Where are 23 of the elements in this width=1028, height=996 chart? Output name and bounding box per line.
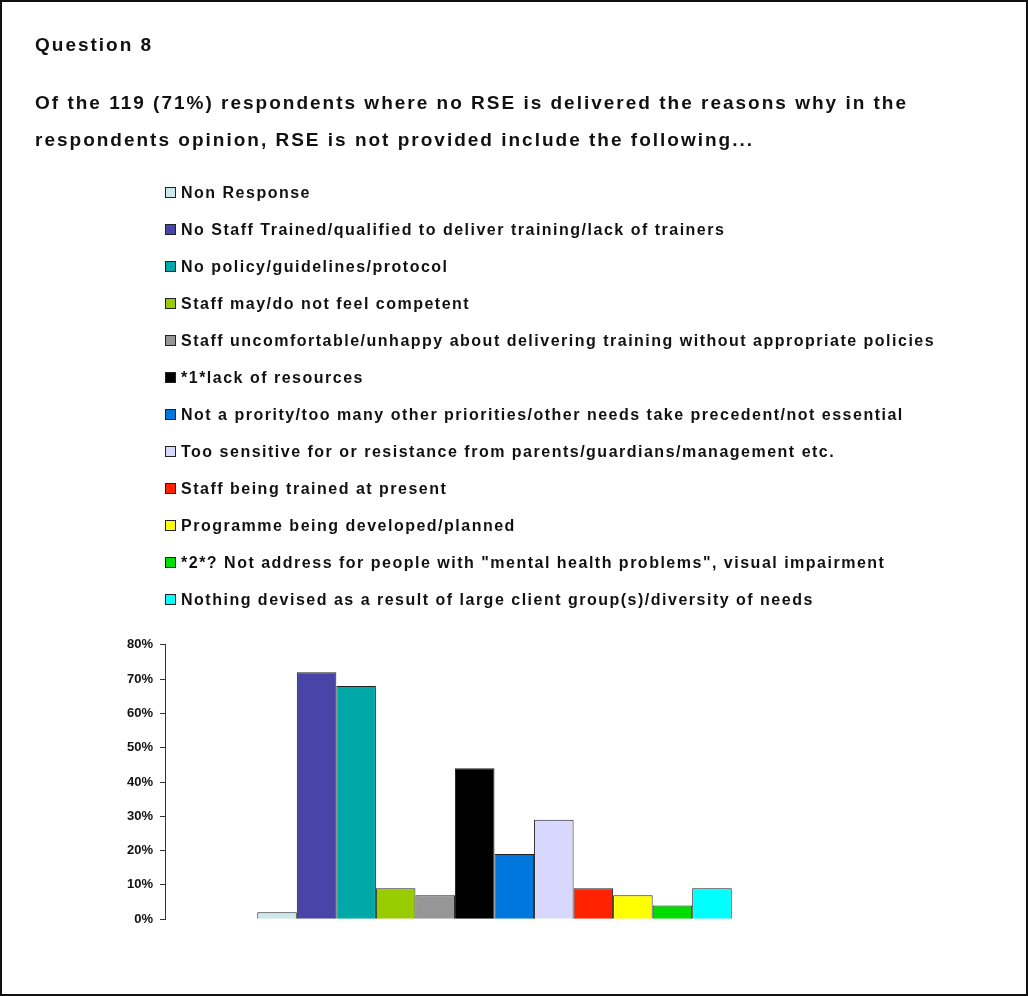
y-tick-label: 80% <box>126 636 154 652</box>
chart-subtitle: Of the 119 (71%) respondents where no RSE is delivered the reasons why in the respondents opinion, RSE is not provided include the following... <box>35 91 910 152</box>
y-tick-label: 20% <box>126 842 154 858</box>
legend-label: Programme being developed/planned <box>181 516 516 535</box>
y-tick-label: 40% <box>126 773 154 789</box>
y-tick-label: 0% <box>134 910 154 926</box>
y-tick-label: 50% <box>126 739 154 755</box>
legend-label: Nothing devised as a result of large client group(s)/diversity of needs <box>181 590 814 609</box>
legend-label: *1*lack of resources <box>181 368 364 387</box>
y-tick-label: 10% <box>126 876 154 892</box>
y-tick-label: 70% <box>126 670 154 686</box>
legend-label: No policy/guidelines/protocol <box>181 257 449 276</box>
legend-label: Too sensitive for or resistance from parents/guardians/management etc. <box>181 442 836 461</box>
legend-label: *2*? Not address for people with "mental health problems", visual impairment <box>181 553 886 572</box>
legend-label: Not a prority/too many other priorities/other needs take precedent/not essential <box>181 405 904 424</box>
legend-label: No Staff Trained/qualified to deliver training/lack of trainers <box>181 220 726 239</box>
y-tick-label: 30% <box>126 807 154 823</box>
legend-label: Staff uncomfortable/unhappy about delivering training without appropriate policies <box>181 331 936 350</box>
y-tick-label: 60% <box>126 704 154 720</box>
legend-label: Non Response <box>181 183 312 202</box>
legend-label: Staff may/do not feel competent <box>181 294 471 313</box>
legend-label: Staff being trained at present <box>181 479 448 498</box>
chart-title: Question 8 <box>35 34 154 56</box>
